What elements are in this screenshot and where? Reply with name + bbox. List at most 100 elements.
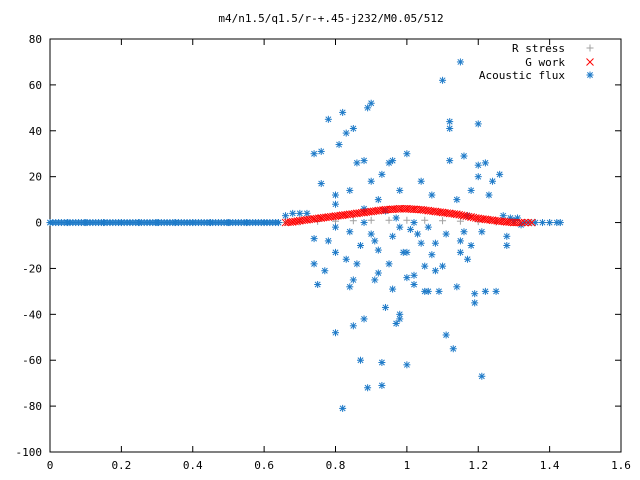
- legend-label-r-stress: R stress: [512, 42, 565, 55]
- acoustic-flux-point: [353, 260, 361, 268]
- acoustic-flux-point: [428, 191, 436, 199]
- acoustic-flux-point: [439, 76, 447, 84]
- acoustic-flux-point: [317, 180, 325, 188]
- g-work-point: [467, 213, 475, 221]
- acoustic-flux-point: [396, 315, 404, 323]
- acoustic-flux-point: [417, 177, 425, 185]
- x-tick-label: 1: [404, 459, 411, 472]
- acoustic-flux-point: [546, 219, 554, 227]
- acoustic-flux-point: [242, 219, 250, 227]
- acoustic-flux-point: [446, 157, 454, 165]
- y-tick-label: 80: [29, 33, 42, 46]
- acoustic-flux-point: [100, 219, 108, 227]
- g-work-point: [457, 211, 466, 220]
- g-work-point: [455, 210, 464, 219]
- acoustic-flux-point: [431, 267, 439, 275]
- acoustic-flux-point: [346, 283, 354, 291]
- r-stress-point: [385, 216, 393, 224]
- acoustic-flux-point: [453, 196, 461, 204]
- acoustic-flux-point: [332, 223, 339, 231]
- acoustic-flux-point: [82, 219, 90, 227]
- acoustic-flux-point: [456, 237, 464, 245]
- g-work-point: [452, 210, 461, 219]
- acoustic-flux-point: [453, 283, 461, 291]
- acoustic-flux-point: [496, 170, 504, 178]
- acoustic-flux-point: [342, 129, 350, 137]
- acoustic-flux-point: [403, 361, 411, 369]
- acoustic-flux-point: [317, 147, 325, 155]
- acoustic-flux-point: [153, 219, 161, 227]
- g-work-point: [469, 213, 478, 222]
- acoustic-flux-point: [64, 219, 72, 227]
- legend-label-acoustic-flux: Acoustic flux: [479, 69, 565, 82]
- acoustic-flux-point: [421, 262, 429, 270]
- acoustic-flux-point: [392, 214, 400, 222]
- acoustic-flux-point: [481, 287, 489, 295]
- acoustic-flux-point: [356, 356, 364, 364]
- acoustic-flux-point: [364, 384, 372, 392]
- acoustic-flux-point: [381, 303, 389, 311]
- acoustic-flux-point: [460, 152, 468, 160]
- acoustic-flux-point: [435, 287, 443, 295]
- acoustic-flux-point: [374, 269, 382, 277]
- y-tick-label: 0: [35, 217, 42, 230]
- acoustic-flux-point: [403, 274, 411, 282]
- acoustic-flux-point: [189, 219, 197, 227]
- acoustic-flux-point: [471, 299, 479, 307]
- y-tick-label: -40: [22, 308, 42, 321]
- acoustic-flux-point: [332, 191, 339, 199]
- acoustic-flux-point: [492, 287, 500, 295]
- g-work-point: [464, 212, 473, 221]
- acoustic-flux-point: [410, 219, 418, 227]
- acoustic-flux-point: [531, 219, 539, 227]
- x-tick-label: 0: [47, 459, 54, 472]
- acoustic-flux-point: [389, 232, 397, 240]
- acoustic-flux-point: [471, 290, 479, 298]
- acoustic-flux-point: [378, 381, 386, 389]
- acoustic-flux-point: [385, 159, 393, 167]
- data-points: [46, 58, 564, 412]
- acoustic-flux-point: [310, 235, 318, 243]
- acoustic-flux-point: [374, 196, 382, 204]
- x-tick-label: 1.6: [611, 459, 631, 472]
- acoustic-flux-point: [367, 177, 375, 185]
- acoustic-flux-point: [414, 230, 422, 238]
- r-stress-point: [349, 217, 357, 225]
- acoustic-flux-point: [356, 242, 364, 249]
- acoustic-flux-point: [385, 260, 393, 268]
- y-tick-label: 40: [29, 125, 42, 138]
- acoustic-flux-point: [392, 320, 400, 328]
- acoustic-flux-point: [339, 404, 347, 412]
- g-work-point: [517, 218, 525, 227]
- acoustic-flux-point: [310, 260, 318, 268]
- legend: R stress G work Acoustic flux: [479, 42, 594, 82]
- g-work-point: [460, 211, 468, 220]
- acoustic-flux-point: [417, 239, 425, 247]
- y-tick-label: 60: [29, 79, 42, 92]
- y-tick-label: -100: [16, 446, 43, 459]
- acoustic-flux-point: [396, 223, 404, 231]
- acoustic-flux-point: [503, 232, 511, 240]
- acoustic-flux-point: [135, 219, 143, 227]
- acoustic-flux-point: [371, 237, 379, 245]
- acoustic-flux-legend-marker: [586, 71, 594, 79]
- acoustic-flux-point: [224, 219, 232, 227]
- acoustic-flux-point: [46, 219, 54, 227]
- acoustic-flux-point: [378, 170, 386, 178]
- g-work-point: [527, 218, 536, 227]
- acoustic-flux-point: [485, 191, 493, 199]
- y-tick-label: 20: [29, 171, 42, 184]
- acoustic-flux-point: [410, 281, 418, 289]
- acoustic-flux-point: [481, 159, 489, 167]
- g-work-point: [524, 218, 532, 227]
- axis-ticks: 0 0.2 0.4 0.6 0.8 1 1.2 1.4 1.6 -100 -80 -60 -40 -20 0…: [16, 33, 631, 472]
- acoustic-flux-point: [346, 186, 354, 194]
- acoustic-flux-point: [353, 159, 361, 167]
- acoustic-flux-point: [428, 251, 436, 259]
- acoustic-flux-point: [396, 310, 404, 318]
- acoustic-flux-point: [171, 219, 179, 227]
- acoustic-flux-point: [360, 315, 368, 323]
- acoustic-flux-point: [406, 225, 414, 233]
- acoustic-flux-point: [389, 285, 397, 293]
- x-tick-label: 0.6: [254, 459, 274, 472]
